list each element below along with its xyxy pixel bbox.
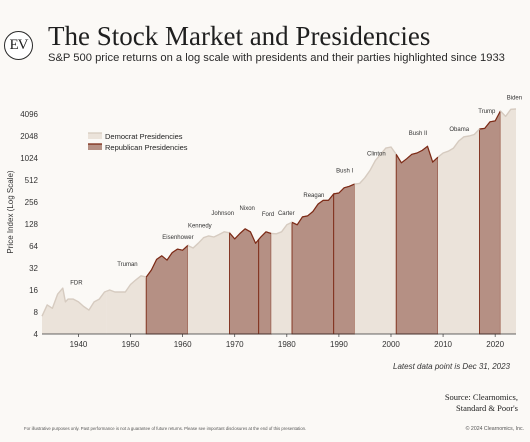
price-line-carter bbox=[271, 221, 293, 235]
president-label: Ford bbox=[262, 212, 274, 218]
presidency-area-carter bbox=[271, 222, 292, 334]
president-label: Johnson bbox=[211, 211, 234, 217]
y-tick-label: 1024 bbox=[20, 154, 38, 163]
price-line-clinton bbox=[354, 146, 397, 185]
price-line-eisenhower bbox=[145, 245, 189, 278]
legend-swatch-republican bbox=[88, 144, 102, 150]
x-tick-label: 2010 bbox=[434, 340, 452, 349]
presidency-area-clinton bbox=[354, 147, 397, 334]
x-tick-label: 1940 bbox=[70, 340, 88, 349]
y-tick-label: 512 bbox=[25, 176, 39, 185]
president-label: Truman bbox=[117, 262, 137, 268]
president-label: Biden bbox=[507, 95, 522, 101]
presidency-area-bush-ii bbox=[395, 145, 439, 335]
presidency-area-obama bbox=[437, 129, 480, 334]
president-label: Trump bbox=[478, 109, 496, 115]
y-axis-label: Price Index (Log Scale) bbox=[6, 170, 15, 253]
x-tick-label: 2020 bbox=[486, 340, 504, 349]
y-tick-label: 128 bbox=[25, 220, 39, 229]
axes: 1940 1950 1960 1970 1980 1990 2000 2010 2020 4 8 16… bbox=[20, 110, 516, 349]
presidency-area-truman bbox=[106, 275, 147, 334]
president-label: Eisenhower bbox=[162, 235, 193, 241]
x-tick-label: 1990 bbox=[330, 340, 348, 349]
y-tick-label: 32 bbox=[29, 264, 38, 273]
page-title: The Stock Market and Presidencies bbox=[48, 21, 431, 51]
price-line-reagan bbox=[291, 193, 335, 226]
legend: Democrat Presidencies Republican Presiden… bbox=[88, 132, 188, 152]
disclaimer: For illustrative purposes only. Past per… bbox=[24, 426, 307, 431]
presidency-area-reagan bbox=[291, 192, 335, 335]
price-lines bbox=[41, 108, 517, 317]
y-tick-label: 4 bbox=[34, 330, 39, 339]
presidency-area-nixon bbox=[229, 228, 260, 335]
copyright: © 2024 Clearnomics, Inc. bbox=[465, 426, 524, 432]
president-label: Reagan bbox=[303, 193, 324, 199]
x-tick-label: 1980 bbox=[278, 340, 296, 349]
presidency-area-bush-i bbox=[333, 183, 355, 335]
presidency-area-biden bbox=[500, 109, 516, 334]
x-tick-label: 1950 bbox=[122, 340, 140, 349]
president-label: Kennedy bbox=[188, 223, 212, 229]
x-tick-label: 1960 bbox=[174, 340, 192, 349]
price-line-bush-ii bbox=[395, 145, 439, 164]
price-line-truman bbox=[105, 275, 147, 293]
president-label: Carter bbox=[278, 211, 295, 217]
source-credit: Source: Clearnomics, Standard & Poor's bbox=[445, 392, 518, 414]
x-tick-label: 1970 bbox=[226, 340, 244, 349]
legend-entry-label: Republican Presidencies bbox=[105, 143, 188, 152]
data-note: Latest data point is Dec 31, 2023 bbox=[393, 362, 510, 371]
y-tick-label: 8 bbox=[34, 308, 39, 317]
price-line-kennedy bbox=[187, 237, 204, 249]
legend-swatch-democrat bbox=[88, 133, 102, 139]
presidency-area-johnson bbox=[203, 231, 230, 334]
y-tick-label: 2048 bbox=[20, 132, 38, 141]
page-subtitle: S&P 500 price returns on a log scale wit… bbox=[48, 52, 505, 64]
price-line-bush-i bbox=[333, 183, 355, 195]
president-label: Clinton bbox=[367, 152, 386, 158]
president-label: Bush II bbox=[409, 131, 428, 137]
price-line-johnson bbox=[202, 231, 230, 239]
y-tick-label: 4096 bbox=[20, 110, 38, 119]
president-label: Nixon bbox=[240, 206, 255, 212]
price-line-ford bbox=[258, 231, 272, 240]
president-label: FDR bbox=[70, 281, 83, 287]
legend-entry-label: Democrat Presidencies bbox=[105, 132, 183, 141]
presidency-areas bbox=[42, 109, 516, 335]
price-line-obama bbox=[437, 128, 481, 158]
x-tick-label: 2000 bbox=[382, 340, 400, 349]
presidency-area-kennedy bbox=[187, 238, 203, 334]
brand-logo: EV bbox=[4, 31, 33, 60]
price-line-biden bbox=[499, 108, 517, 118]
president-labels: FDR Truman Eisenhower Kennedy Johnson Nixon Fo… bbox=[70, 95, 522, 286]
y-tick-label: 64 bbox=[29, 242, 38, 251]
y-tick-label: 256 bbox=[25, 198, 39, 207]
price-line-fdr bbox=[41, 287, 107, 317]
president-label: Bush I bbox=[336, 168, 353, 174]
presidency-area-trump bbox=[479, 110, 501, 335]
price-line-trump bbox=[479, 110, 501, 130]
presidency-area-eisenhower bbox=[145, 244, 189, 335]
presidency-area-ford bbox=[258, 231, 272, 335]
source-line-1: Source: Clearnomics, bbox=[444, 392, 518, 402]
price-line-nixon bbox=[229, 228, 260, 244]
president-label: Obama bbox=[449, 127, 469, 133]
source-line-2: Standard & Poor's bbox=[456, 403, 518, 413]
y-tick-label: 16 bbox=[29, 286, 38, 295]
presidency-area-fdr bbox=[42, 288, 107, 334]
